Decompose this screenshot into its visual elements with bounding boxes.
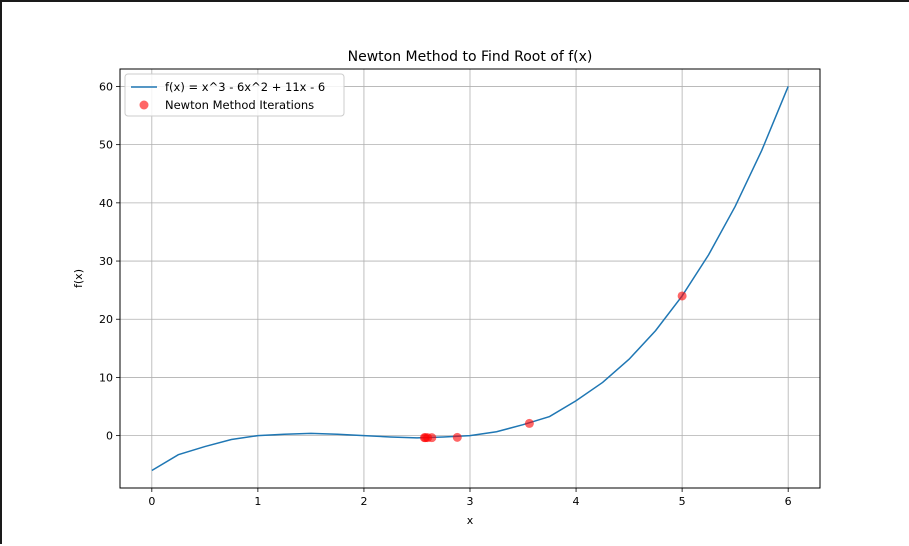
legend: f(x) = x^3 - 6x^2 + 11x - 6 Newton Metho…: [124, 73, 345, 117]
iteration-point: [419, 433, 429, 443]
x-tick-label: 5: [679, 495, 686, 508]
chart-title: Newton Method to Find Root of f(x): [348, 49, 593, 65]
series: [151, 86, 789, 472]
x-tick-label: 0: [148, 495, 155, 508]
x-axis: 0 1 2 3 4 5 6: [148, 488, 792, 508]
x-tick-label: 1: [254, 495, 261, 508]
x-tick-label: 3: [467, 495, 474, 508]
y-tick-label: 0: [106, 430, 113, 443]
legend-entry-curve: f(x) = x^3 - 6x^2 + 11x - 6: [165, 80, 325, 94]
y-tick-label: 20: [99, 313, 113, 326]
grid: [120, 69, 820, 488]
x-tick-label: 4: [573, 495, 580, 508]
iteration-point: [677, 291, 687, 301]
legend-entry-iterations: Newton Method Iterations: [165, 98, 314, 112]
y-tick-label: 60: [99, 80, 113, 93]
legend-dot-marker: [139, 100, 149, 110]
x-axis-label: x: [467, 514, 474, 527]
y-tick-label: 40: [99, 197, 113, 210]
y-tick-label: 30: [99, 255, 113, 268]
y-tick-label: 10: [99, 371, 113, 384]
x-tick-label: 6: [785, 495, 792, 508]
y-tick-label: 50: [99, 139, 113, 152]
iteration-point: [524, 418, 534, 428]
y-axis: 0 10 20 30 40 50 60: [99, 80, 120, 443]
iteration-point: [452, 432, 462, 442]
y-axis-label: f(x): [72, 269, 85, 288]
x-tick-label: 2: [360, 495, 367, 508]
legend-box: [124, 73, 345, 117]
